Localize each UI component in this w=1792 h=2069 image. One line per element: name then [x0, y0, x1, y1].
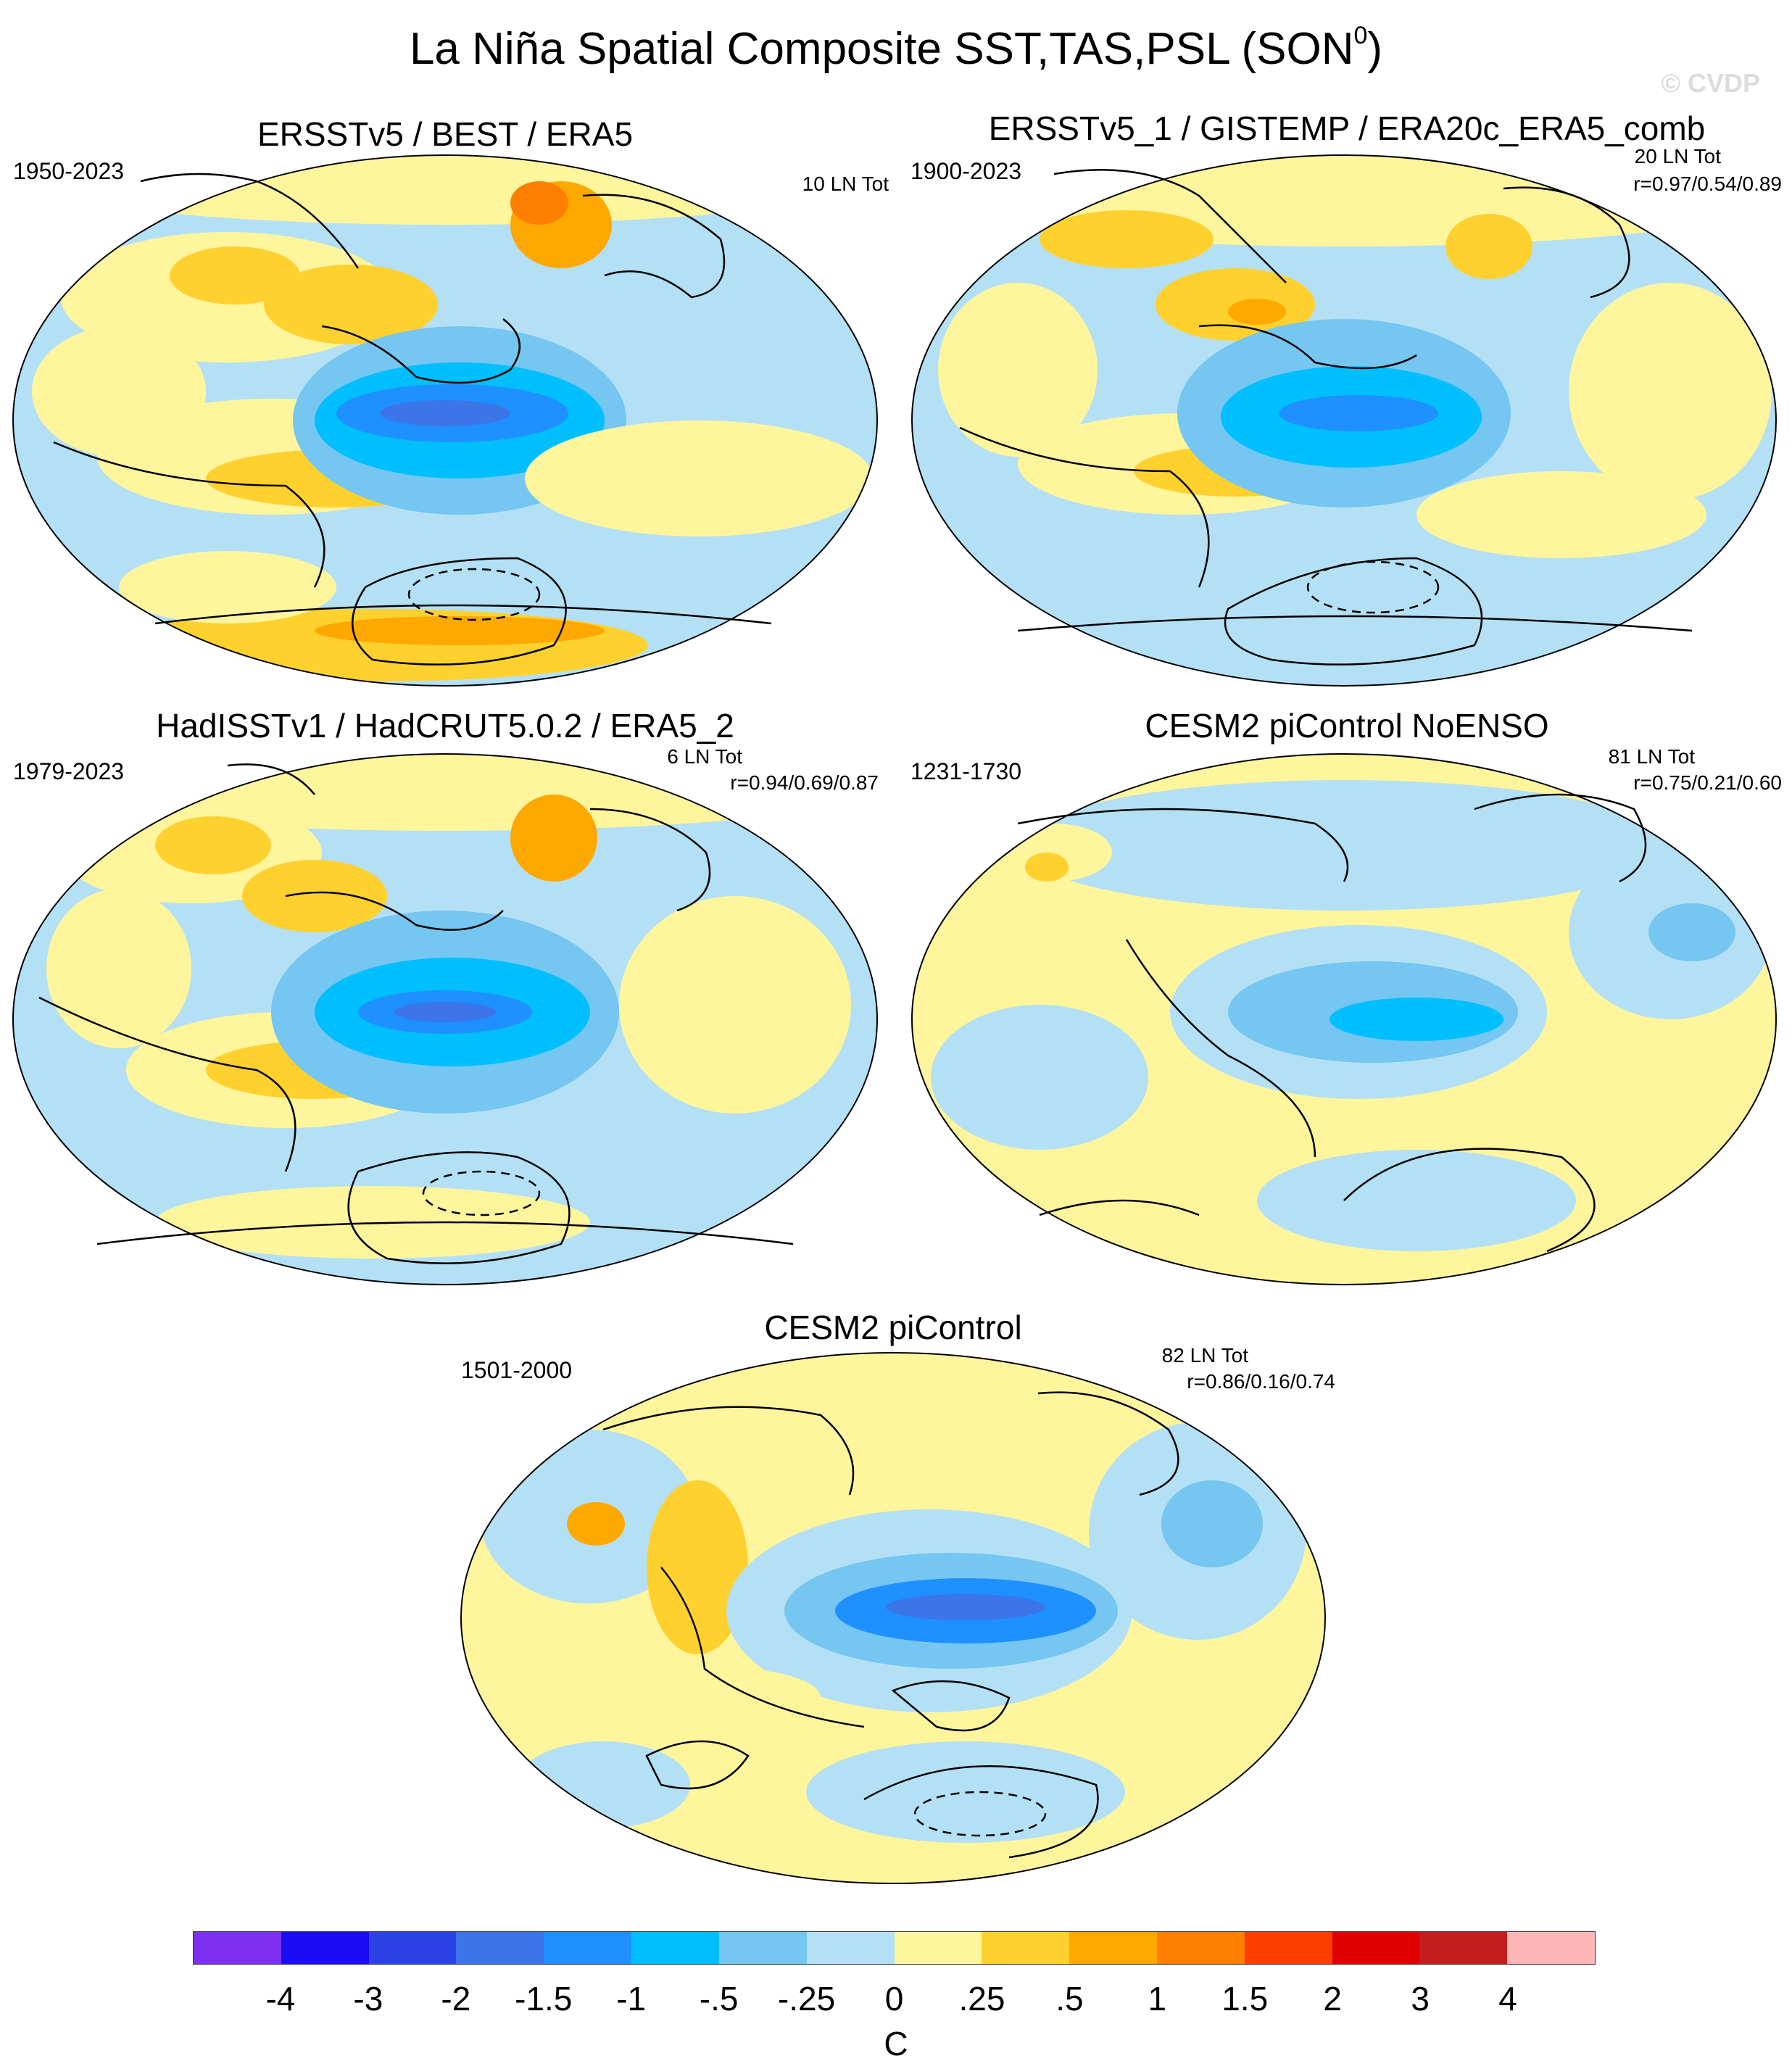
map-panel-3: [12, 753, 878, 1285]
colorbar-tick-label: 0: [884, 1980, 904, 2018]
panel-2-stats: r=0.97/0.54/0.89: [1633, 173, 1782, 195]
cvdp-watermark: © CVDP: [1661, 68, 1760, 98]
panel-5-title: CESM2 piControl: [764, 1309, 1022, 1346]
panel-3-years: 1979-2023: [13, 758, 125, 784]
colorbar-tick-label: -.25: [777, 1980, 836, 2018]
colorbar-unit: C: [884, 2025, 908, 2062]
panel-3-count: 6 LN Tot: [667, 745, 742, 768]
panel-5-count: 82 LN Tot: [1161, 1344, 1248, 1367]
colorbar-tick-label: -4: [265, 1980, 296, 2018]
panel-3-title: HadISSTv1 / HadCRUT5.0.2 / ERA5_2: [156, 707, 734, 745]
colorbar-swatch: [1244, 1932, 1332, 1964]
panel-1-count: 10 LN Tot: [802, 173, 889, 195]
colorbar-tick-label: 2: [1323, 1980, 1342, 2018]
colorbar-swatch: [544, 1932, 632, 1964]
colorbar-tick-label: 3: [1411, 1980, 1430, 2018]
panel-1-years: 1950-2023: [13, 158, 125, 184]
map-panel-5: [460, 1352, 1326, 1884]
colorbar-swatch: [1332, 1932, 1420, 1964]
colorbar-tick-label: -2: [441, 1980, 471, 2018]
map-panel-2: [911, 154, 1777, 687]
panel-1-title: ERSSTv5 / BEST / ERA5: [257, 115, 634, 153]
colorbar-tick-label: .25: [958, 1980, 1005, 2018]
colorbar-tick-label: -1.5: [515, 1980, 573, 2018]
colorbar-swatch: [456, 1932, 544, 1964]
colorbar-swatch: [194, 1932, 281, 1964]
map-panel-1: [12, 154, 878, 687]
colorbar-swatch: [1069, 1932, 1157, 1964]
colorbar-swatch: [1419, 1932, 1508, 1964]
panel-2-title: ERSSTv5_1 / GISTEMP / ERA20c_ERA5_comb: [988, 109, 1706, 147]
colorbar-swatch: [1156, 1932, 1245, 1964]
panel-3-stats: r=0.94/0.69/0.87: [730, 771, 879, 794]
panel-4-stats: r=0.75/0.21/0.60: [1633, 771, 1782, 794]
colorbar-swatch: [631, 1932, 719, 1964]
colorbar-swatch: [982, 1932, 1070, 1964]
colorbar-swatch: [718, 1932, 807, 1964]
figure-title: La Niña Spatial Composite SST,TAS,PSL (S…: [409, 22, 1383, 74]
colorbar-swatch: [281, 1932, 369, 1964]
panel-2-count: 20 LN Tot: [1634, 145, 1721, 167]
panel-2-years: 1900-2023: [910, 158, 1022, 184]
colorbar: [193, 1931, 1596, 1965]
panel-4-years: 1231-1730: [910, 758, 1022, 784]
colorbar-tick-label: 1.5: [1221, 1980, 1269, 2018]
map-panel-4: [911, 753, 1777, 1285]
panel-4-title: CESM2 piControl NoENSO: [1145, 707, 1549, 745]
colorbar-tick-label: .5: [1055, 1980, 1084, 2018]
colorbar-tick-label: -3: [353, 1980, 383, 2018]
colorbar-swatch: [1507, 1932, 1595, 1964]
colorbar-swatch: [368, 1932, 457, 1964]
panel-4-count: 81 LN Tot: [1608, 745, 1695, 768]
panel-5-stats: r=0.86/0.16/0.74: [1187, 1370, 1335, 1393]
panel-5-years: 1501-2000: [461, 1357, 573, 1383]
colorbar-swatch: [806, 1932, 895, 1964]
colorbar-tick-label: -.5: [699, 1980, 739, 2018]
colorbar-tick-label: 1: [1148, 1980, 1167, 2018]
colorbar-tick-label: 4: [1498, 1980, 1517, 2018]
colorbar-tick-label: -1: [616, 1980, 647, 2018]
colorbar-swatch: [894, 1932, 982, 1964]
